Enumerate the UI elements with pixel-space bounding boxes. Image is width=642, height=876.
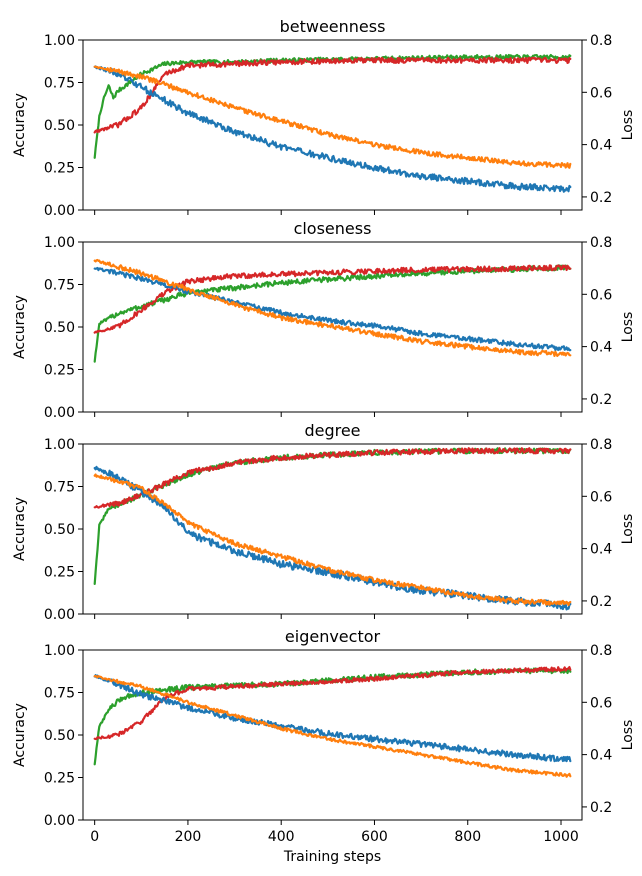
series-line-loss-2 <box>93 465 572 611</box>
y-tick-label: 1.00 <box>44 437 75 453</box>
y-tick-label: 0.50 <box>44 728 75 744</box>
y2-tick-label: 0.2 <box>590 594 612 610</box>
y2-tick-label: 0.6 <box>590 489 612 505</box>
series-group <box>93 447 572 611</box>
series-line-loss-3 <box>93 65 572 169</box>
series-line-loss-2 <box>93 674 572 763</box>
panel-title: closeness <box>294 219 372 238</box>
series-group <box>93 53 572 193</box>
y-tick-label: 0.00 <box>44 203 75 219</box>
y-tick-label: 0.00 <box>44 813 75 829</box>
y-tick-label: 0.25 <box>44 565 75 581</box>
series-line-loss-3 <box>93 674 572 778</box>
y2-tick-label: 0.8 <box>590 235 612 251</box>
panel-title: betweenness <box>280 17 386 36</box>
y2-tick-label: 0.4 <box>590 138 612 154</box>
series-line-accuracy-0 <box>93 264 572 363</box>
y2-tick-label: 0.4 <box>590 748 612 764</box>
series-line-accuracy-1 <box>93 447 572 509</box>
y-tick-label: 0.25 <box>44 771 75 787</box>
y-axis-label: Accuracy <box>12 497 28 561</box>
y-tick-label: 0.50 <box>44 118 75 134</box>
y-axis-label: Accuracy <box>12 295 28 359</box>
y2-tick-label: 0.8 <box>590 643 612 659</box>
y2-tick-label: 0.4 <box>590 542 612 558</box>
series-line-accuracy-1 <box>93 666 572 741</box>
chart-panel-betweenness: 0.00 0.25 0.50 0.75 1.00 0.2 0.4 0.6 0.8 betweenn… <box>12 17 636 219</box>
series-line-loss-3 <box>93 258 572 357</box>
y-tick-label: 1.00 <box>44 643 75 659</box>
y-axis-label: Accuracy <box>12 703 28 767</box>
y-tick-label: 1.00 <box>44 235 75 251</box>
series-line-accuracy-0 <box>93 53 572 159</box>
y2-axis-label: Loss <box>620 110 636 141</box>
y2-tick-label: 0.2 <box>590 800 612 816</box>
y-tick-label: 1.00 <box>44 33 75 49</box>
y-tick-label: 0.75 <box>44 76 75 92</box>
y2-tick-label: 0.6 <box>590 695 612 711</box>
x-tick-label: 200 <box>175 829 202 845</box>
x-axis-label: Training steps <box>283 849 381 865</box>
y-tick-label: 0.75 <box>44 686 75 702</box>
y2-tick-label: 0.2 <box>590 392 612 408</box>
series-line-loss-3 <box>93 473 572 607</box>
y-tick-label: 0.25 <box>44 161 75 177</box>
series-line-accuracy-1 <box>93 56 572 134</box>
y-tick-label: 0.25 <box>44 363 75 379</box>
y2-tick-label: 0.6 <box>590 85 612 101</box>
chart-panel-closeness: 0.00 0.25 0.50 0.75 1.00 0.2 0.4 0.6 0.8 closenes… <box>12 219 636 421</box>
x-tick-label: 800 <box>454 829 481 845</box>
y-tick-label: 0.75 <box>44 278 75 294</box>
x-tick-label: 0 <box>90 829 99 845</box>
y-tick-label: 0.75 <box>44 480 75 496</box>
y2-tick-label: 0.6 <box>590 287 612 303</box>
y2-axis-label: Loss <box>620 720 636 751</box>
plot-frame <box>82 443 583 615</box>
y-tick-label: 0.00 <box>44 607 75 623</box>
series-line-accuracy-0 <box>93 447 572 585</box>
y2-tick-label: 0.2 <box>590 190 612 206</box>
y-tick-label: 0.00 <box>44 405 75 421</box>
y2-tick-label: 0.4 <box>590 340 612 356</box>
x-tick-label: 1000 <box>543 829 579 845</box>
panel-title: degree <box>304 421 360 440</box>
chart-panel-eigenvector: 0 200 400 600 800 1000 0.00 0.25 0.50 0.75 1.00 0.2… <box>12 627 636 865</box>
series-group <box>93 666 572 778</box>
y-tick-label: 0.50 <box>44 320 75 336</box>
x-tick-label: 600 <box>361 829 388 845</box>
chart-panel-degree: 0.00 0.25 0.50 0.75 1.00 0.2 0.4 0.6 0.8 degree Ac… <box>12 421 636 623</box>
y-tick-label: 0.50 <box>44 522 75 538</box>
series-line-loss-2 <box>93 65 572 193</box>
x-tick-label: 400 <box>268 829 295 845</box>
y2-tick-label: 0.8 <box>590 33 612 49</box>
y2-axis-label: Loss <box>620 514 636 545</box>
y-axis-label: Accuracy <box>12 93 28 157</box>
y2-axis-label: Loss <box>620 312 636 343</box>
y2-tick-label: 0.8 <box>590 437 612 453</box>
panel-title: eigenvector <box>285 627 381 646</box>
series-group <box>93 258 572 363</box>
chart-panels: 0.00 0.25 0.50 0.75 1.00 0.2 0.4 0.6 0.8 betweenn… <box>12 17 636 865</box>
